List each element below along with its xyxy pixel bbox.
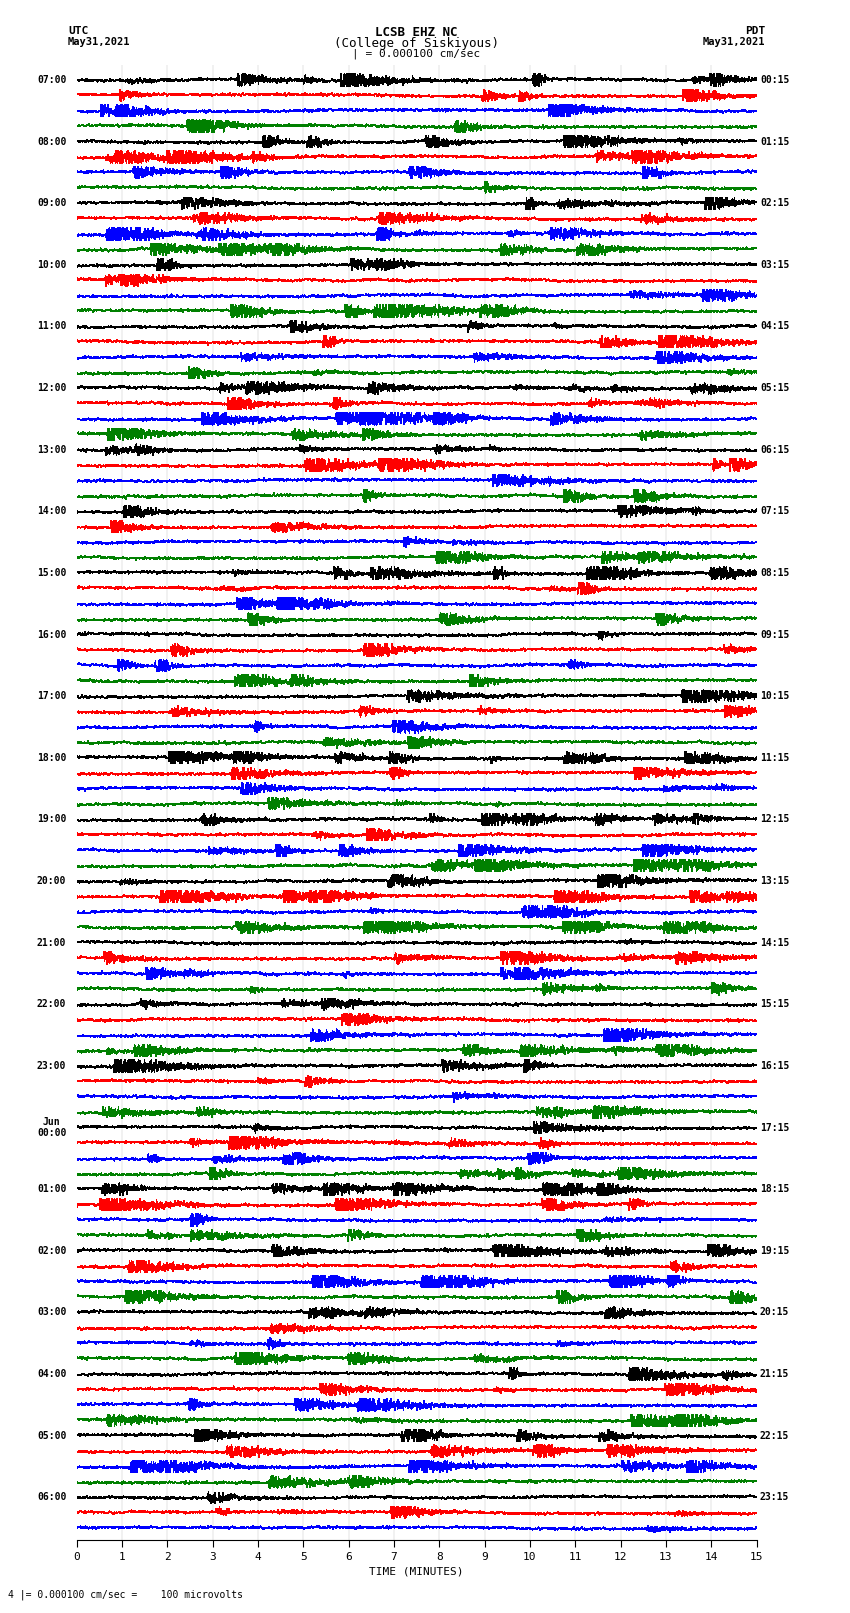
Text: 11:00: 11:00 bbox=[37, 321, 66, 331]
Text: 18:00: 18:00 bbox=[37, 753, 66, 763]
Text: 14:00: 14:00 bbox=[37, 506, 66, 516]
Text: 4 |= 0.000100 cm/sec =    100 microvolts: 4 |= 0.000100 cm/sec = 100 microvolts bbox=[8, 1589, 243, 1600]
Text: May31,2021: May31,2021 bbox=[68, 37, 131, 47]
Text: 02:00: 02:00 bbox=[37, 1245, 66, 1257]
Text: 21:00: 21:00 bbox=[37, 937, 66, 948]
Text: 01:00: 01:00 bbox=[37, 1184, 66, 1194]
Text: 19:00: 19:00 bbox=[37, 815, 66, 824]
Text: 22:15: 22:15 bbox=[760, 1431, 790, 1440]
Text: 07:15: 07:15 bbox=[760, 506, 790, 516]
Text: 15:15: 15:15 bbox=[760, 1000, 790, 1010]
X-axis label: TIME (MINUTES): TIME (MINUTES) bbox=[369, 1566, 464, 1576]
Text: May31,2021: May31,2021 bbox=[702, 37, 765, 47]
Text: 23:00: 23:00 bbox=[37, 1061, 66, 1071]
Text: 07:00: 07:00 bbox=[37, 74, 66, 85]
Text: 19:15: 19:15 bbox=[760, 1245, 790, 1257]
Text: 12:00: 12:00 bbox=[37, 382, 66, 394]
Text: PDT: PDT bbox=[745, 26, 765, 35]
Text: 10:00: 10:00 bbox=[37, 260, 66, 269]
Text: 04:00: 04:00 bbox=[37, 1369, 66, 1379]
Text: 08:15: 08:15 bbox=[760, 568, 790, 577]
Text: 16:15: 16:15 bbox=[760, 1061, 790, 1071]
Text: 09:15: 09:15 bbox=[760, 629, 790, 639]
Text: UTC: UTC bbox=[68, 26, 88, 35]
Text: 12:15: 12:15 bbox=[760, 815, 790, 824]
Text: | = 0.000100 cm/sec: | = 0.000100 cm/sec bbox=[353, 48, 480, 60]
Text: 23:15: 23:15 bbox=[760, 1492, 790, 1502]
Text: 22:00: 22:00 bbox=[37, 1000, 66, 1010]
Text: 09:00: 09:00 bbox=[37, 198, 66, 208]
Text: 03:15: 03:15 bbox=[760, 260, 790, 269]
Text: 13:15: 13:15 bbox=[760, 876, 790, 886]
Text: LCSB EHZ NC: LCSB EHZ NC bbox=[375, 26, 458, 39]
Text: 15:00: 15:00 bbox=[37, 568, 66, 577]
Text: 18:15: 18:15 bbox=[760, 1184, 790, 1194]
Text: 16:00: 16:00 bbox=[37, 629, 66, 639]
Text: 05:15: 05:15 bbox=[760, 382, 790, 394]
Text: Jun
00:00: Jun 00:00 bbox=[37, 1116, 66, 1139]
Text: 11:15: 11:15 bbox=[760, 753, 790, 763]
Text: 17:00: 17:00 bbox=[37, 690, 66, 702]
Text: 01:15: 01:15 bbox=[760, 137, 790, 147]
Text: 02:15: 02:15 bbox=[760, 198, 790, 208]
Text: 05:00: 05:00 bbox=[37, 1431, 66, 1440]
Text: 04:15: 04:15 bbox=[760, 321, 790, 331]
Text: 08:00: 08:00 bbox=[37, 137, 66, 147]
Text: 06:00: 06:00 bbox=[37, 1492, 66, 1502]
Text: 20:00: 20:00 bbox=[37, 876, 66, 886]
Text: 00:15: 00:15 bbox=[760, 74, 790, 85]
Text: 03:00: 03:00 bbox=[37, 1308, 66, 1318]
Text: 06:15: 06:15 bbox=[760, 445, 790, 455]
Text: 20:15: 20:15 bbox=[760, 1308, 790, 1318]
Text: 14:15: 14:15 bbox=[760, 937, 790, 948]
Text: 10:15: 10:15 bbox=[760, 690, 790, 702]
Text: 17:15: 17:15 bbox=[760, 1123, 790, 1132]
Text: (College of Siskiyous): (College of Siskiyous) bbox=[334, 37, 499, 50]
Text: 13:00: 13:00 bbox=[37, 445, 66, 455]
Text: 21:15: 21:15 bbox=[760, 1369, 790, 1379]
